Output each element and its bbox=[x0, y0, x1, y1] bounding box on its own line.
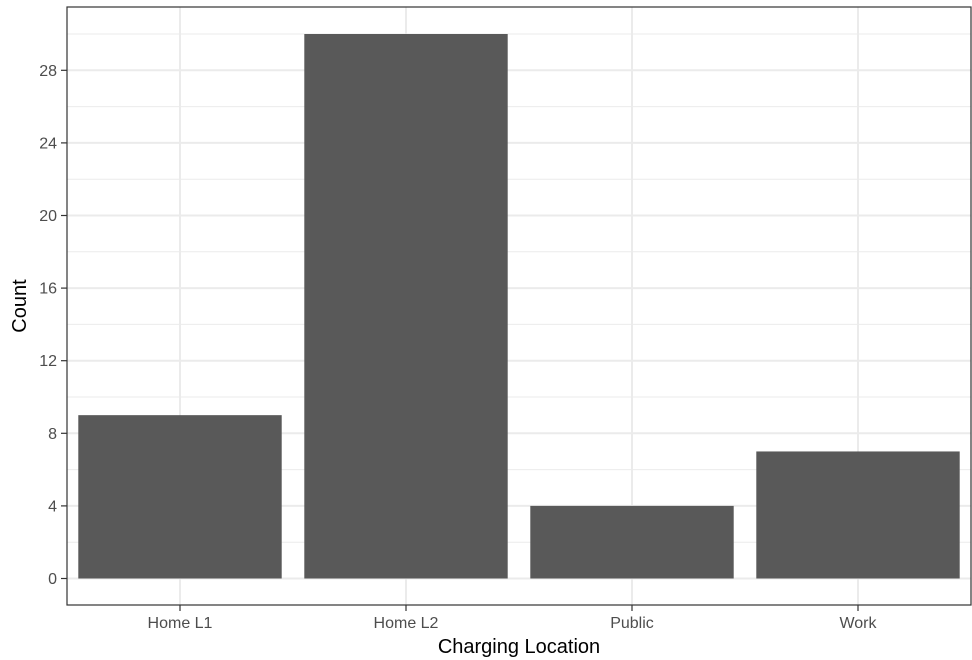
y-axis: 0 4 8 12 16 20 24 28 bbox=[39, 63, 67, 588]
y-tick-label: 24 bbox=[39, 135, 57, 152]
bar-home-l1 bbox=[78, 415, 282, 579]
y-tick-label: 12 bbox=[39, 353, 57, 370]
bar-public bbox=[530, 505, 734, 579]
x-axis: Home L1 Home L2 Public Work bbox=[148, 605, 878, 632]
x-tick-label: Public bbox=[610, 615, 654, 632]
y-tick-label: 8 bbox=[48, 426, 57, 443]
x-tick-label: Home L1 bbox=[148, 615, 213, 632]
x-tick-label: Home L2 bbox=[374, 615, 439, 632]
x-axis-title: Charging Location bbox=[438, 636, 600, 658]
y-tick-label: 16 bbox=[39, 281, 57, 298]
panel-border bbox=[66, 6, 972, 606]
x-tick-label: Work bbox=[839, 615, 877, 632]
y-tick-label: 0 bbox=[48, 571, 57, 588]
bar-work bbox=[756, 451, 960, 579]
y-axis-title: Count bbox=[9, 279, 31, 333]
y-tick-label: 20 bbox=[39, 208, 57, 225]
y-tick-label: 4 bbox=[48, 498, 57, 515]
y-tick-label: 28 bbox=[39, 63, 57, 80]
bar-home-l2 bbox=[304, 34, 508, 579]
bars bbox=[78, 34, 960, 579]
